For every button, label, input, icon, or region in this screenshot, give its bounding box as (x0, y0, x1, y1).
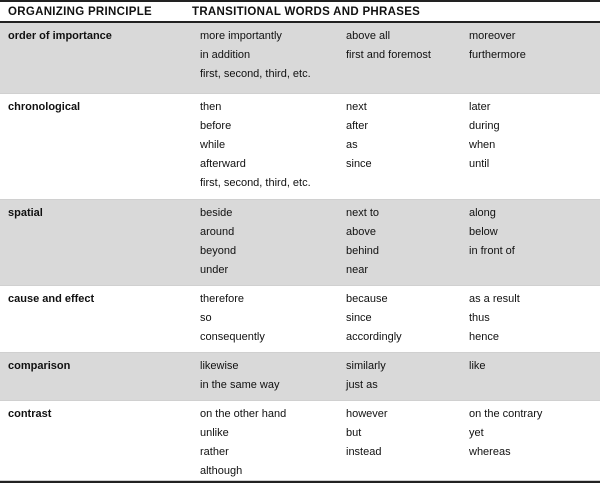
transition-word: first, second, third, etc. (200, 68, 311, 80)
transition-word: rather (200, 446, 229, 458)
transition-column-2: similarly just as (346, 353, 469, 400)
transition-word: after (346, 120, 369, 132)
transition-word: although (200, 465, 243, 477)
transition-word: around (200, 226, 235, 238)
table-row: comparison likewise in the same way similar… (0, 353, 600, 401)
transition-word: first and foremost (346, 49, 431, 61)
transition-word: so (200, 312, 212, 324)
table-row: contrast on the other hand unlike rather alt… (0, 401, 600, 481)
transition-column-1: therefore so consequently (200, 286, 346, 352)
transition-word: on the other hand (200, 408, 287, 420)
transition-word: near (346, 264, 369, 276)
transition-word: likewise (200, 360, 239, 372)
transition-word: yet (469, 427, 484, 439)
transition-column-3: on the contrary yet whereas (469, 401, 600, 480)
transition-word: hence (469, 331, 499, 343)
transition-column-2: however but instead (346, 401, 469, 480)
transition-word: as (346, 139, 358, 151)
transition-word: while (200, 139, 226, 151)
transition-column-3: moreover furthermore (469, 23, 600, 93)
transition-word: when (469, 139, 496, 151)
transition-word: furthermore (469, 49, 526, 61)
transition-word: but (346, 427, 362, 439)
transition-word: like (469, 360, 486, 372)
transition-word: thus (469, 312, 490, 324)
transition-word: in addition (200, 49, 251, 61)
transition-word: since (346, 312, 372, 324)
table-row: order of importance more importantly in ad… (0, 23, 600, 94)
transition-column-1: then before while afterward first, second, t… (200, 94, 346, 199)
transition-column-1: likewise in the same way (200, 353, 346, 400)
transition-column-2: above all first and foremost (346, 23, 469, 93)
transition-column-2: because since accordingly (346, 286, 469, 352)
transition-column-3: later during when until (469, 94, 600, 199)
transition-word: under (200, 264, 229, 276)
table-body: order of importance more importantly in ad… (0, 23, 600, 481)
transition-word: beside (200, 207, 233, 219)
transition-word: unlike (200, 427, 229, 439)
transition-word: consequently (200, 331, 265, 343)
transition-word: beyond (200, 245, 237, 257)
transition-word: just as (346, 379, 378, 391)
transition-word: since (346, 158, 372, 170)
transition-word: below (469, 226, 498, 238)
transition-column-2: next after as since (346, 94, 469, 199)
transition-word: accordingly (346, 331, 402, 343)
transition-column-2: next to above behind near (346, 200, 469, 285)
transition-word: on the contrary (469, 408, 543, 420)
organizing-principle-cell: chronological (8, 101, 81, 113)
transition-word: then (200, 101, 222, 113)
transition-column-3: like (469, 353, 600, 400)
transition-column-1: beside around beyond under (200, 200, 346, 285)
organizing-principle-cell: spatial (8, 207, 43, 219)
transition-word: until (469, 158, 490, 170)
transition-word: therefore (200, 293, 245, 305)
transition-word: before (200, 120, 232, 132)
transition-word: because (346, 293, 388, 305)
transition-word: during (469, 120, 500, 132)
organizing-principle-cell: cause and effect (8, 293, 95, 305)
table-row: chronological then before while afterward fir… (0, 94, 600, 200)
transition-word: moreover (469, 30, 516, 42)
transition-word: however (346, 408, 388, 420)
transition-word: behind (346, 245, 380, 257)
table-row: spatial beside around beyond under next to abo… (0, 200, 600, 286)
transition-column-3: as a result thus hence (469, 286, 600, 352)
transition-word: next to (346, 207, 380, 219)
header-transitional-words: TRANSITIONAL WORDS AND PHRASES (192, 5, 421, 18)
table-header: ORGANIZING PRINCIPLE TRANSITIONAL WORDS … (0, 0, 600, 23)
transition-word: above all (346, 30, 391, 42)
transition-word: afterward (200, 158, 246, 170)
transition-word: similarly (346, 360, 386, 372)
transition-word: along (469, 207, 496, 219)
transition-word: in front of (469, 245, 515, 257)
transition-column-1: more importantly in addition first, second… (200, 23, 346, 93)
transition-column-1: on the other hand unlike rather although (200, 401, 346, 480)
organizing-principle-cell: order of importance (8, 30, 112, 42)
transition-word: first, second, third, etc. (200, 177, 311, 189)
transition-word: whereas (469, 446, 511, 458)
transition-word: later (469, 101, 491, 113)
transition-word: instead (346, 446, 382, 458)
transition-word: in the same way (200, 379, 280, 391)
table-row: cause and effect therefore so consequently b… (0, 286, 600, 353)
transition-word: more importantly (200, 30, 282, 42)
transition-word: as a result (469, 293, 520, 305)
organizing-principle-cell: comparison (8, 360, 71, 372)
transition-column-3: along below in front of (469, 200, 600, 285)
transition-word: next (346, 101, 367, 113)
transition-word: above (346, 226, 376, 238)
header-organizing-principle: ORGANIZING PRINCIPLE (8, 5, 153, 18)
organizing-principle-cell: contrast (8, 408, 52, 420)
